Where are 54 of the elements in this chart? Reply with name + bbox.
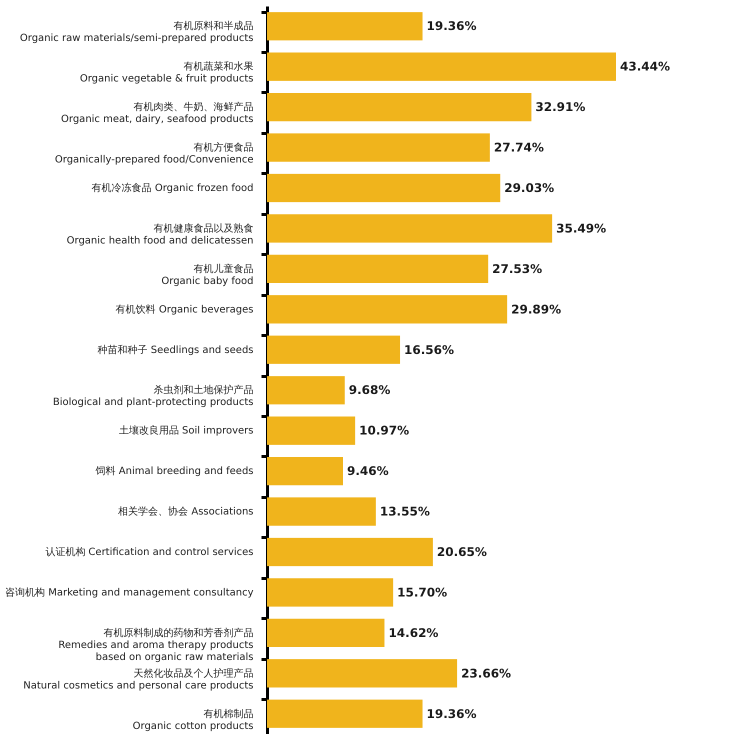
bar bbox=[267, 254, 488, 284]
data-label: 27.53% bbox=[492, 262, 542, 276]
bar bbox=[267, 214, 552, 243]
y-tick-label: 有机原料和半成品 Organic raw materials/semi-prepared products bbox=[20, 20, 254, 44]
bar bbox=[267, 497, 376, 526]
data-label: 32.91% bbox=[535, 100, 586, 114]
data-label: 9.68% bbox=[348, 383, 390, 398]
y-tick-label: 有机蔬菜和水果 Organic vegetable & fruit products bbox=[80, 60, 254, 85]
y-tick-label: 有机方便食品 Organically-prepared food/Convenience bbox=[54, 142, 254, 166]
y-tick-label: 咨询机构 Marketing and management consultancy bbox=[5, 586, 254, 598]
data-label: 19.36% bbox=[426, 19, 477, 34]
data-label: 27.74% bbox=[494, 140, 544, 155]
bar bbox=[267, 416, 356, 445]
y-tick-label: 种苗和种子 Seedlings and seeds bbox=[98, 344, 254, 356]
data-label: 29.03% bbox=[504, 181, 554, 195]
data-label: 9.46% bbox=[347, 464, 389, 478]
bar bbox=[267, 376, 345, 404]
bar bbox=[267, 336, 400, 364]
bar bbox=[267, 618, 384, 648]
y-tick-label: 有机健康食品以及熟食 Organic health food and delicatessen bbox=[66, 222, 254, 246]
y-tick-label: 有机冷冻食品 Organic frozen food bbox=[92, 182, 254, 194]
y-tick-label: 有机儿童食品 Organic baby food bbox=[161, 262, 254, 287]
data-label: 16.56% bbox=[404, 342, 454, 357]
y-tick-label: 有机棉制品 Organic cotton products bbox=[132, 708, 254, 732]
bar bbox=[267, 52, 616, 81]
data-label: 20.65% bbox=[436, 545, 487, 559]
bar bbox=[267, 578, 394, 607]
bar bbox=[267, 659, 458, 688]
bar bbox=[267, 174, 500, 202]
data-label: 35.49% bbox=[556, 221, 606, 236]
y-tick-label: 土壤改良用品 Soil improvers bbox=[118, 424, 254, 437]
data-label: 13.55% bbox=[380, 504, 430, 519]
y-tick-label: 天然化妆品及个人护理产品 Natural cosmetics and personal care products bbox=[23, 667, 254, 692]
y-tick-label: 认证机构 Certification and control services bbox=[45, 546, 254, 558]
y-tick-label: 有机肉类、牛奶、海鲜产品 Organic meat, dairy, seafood products bbox=[61, 101, 254, 126]
y-tick-label: 有机原料制成的药物和芳香剂产品 Remedies and aroma therapy products based on organic raw materials bbox=[58, 626, 254, 663]
y-tick-label: 有机饮料 Organic beverages bbox=[116, 303, 254, 316]
data-label: 29.89% bbox=[511, 302, 562, 316]
bar bbox=[267, 538, 433, 566]
bar bbox=[267, 700, 423, 728]
bar bbox=[267, 12, 423, 40]
data-label: 43.44% bbox=[620, 60, 670, 74]
bar bbox=[267, 133, 490, 162]
data-label: 15.70% bbox=[397, 585, 448, 600]
data-label: 19.36% bbox=[426, 706, 477, 721]
y-tick-label: 杀虫剂和土地保护产品 Biological and plant-protecting products bbox=[52, 384, 254, 408]
bar bbox=[267, 295, 508, 324]
y-tick-label: 相关学会、协会 Associations bbox=[118, 506, 254, 518]
data-label: 10.97% bbox=[359, 424, 410, 438]
bar bbox=[267, 92, 532, 122]
bar bbox=[267, 456, 343, 486]
data-label: 14.62% bbox=[388, 626, 438, 640]
y-tick-label: 饲料 Animal breeding and feeds bbox=[94, 465, 254, 478]
data-label: 23.66% bbox=[461, 666, 512, 680]
